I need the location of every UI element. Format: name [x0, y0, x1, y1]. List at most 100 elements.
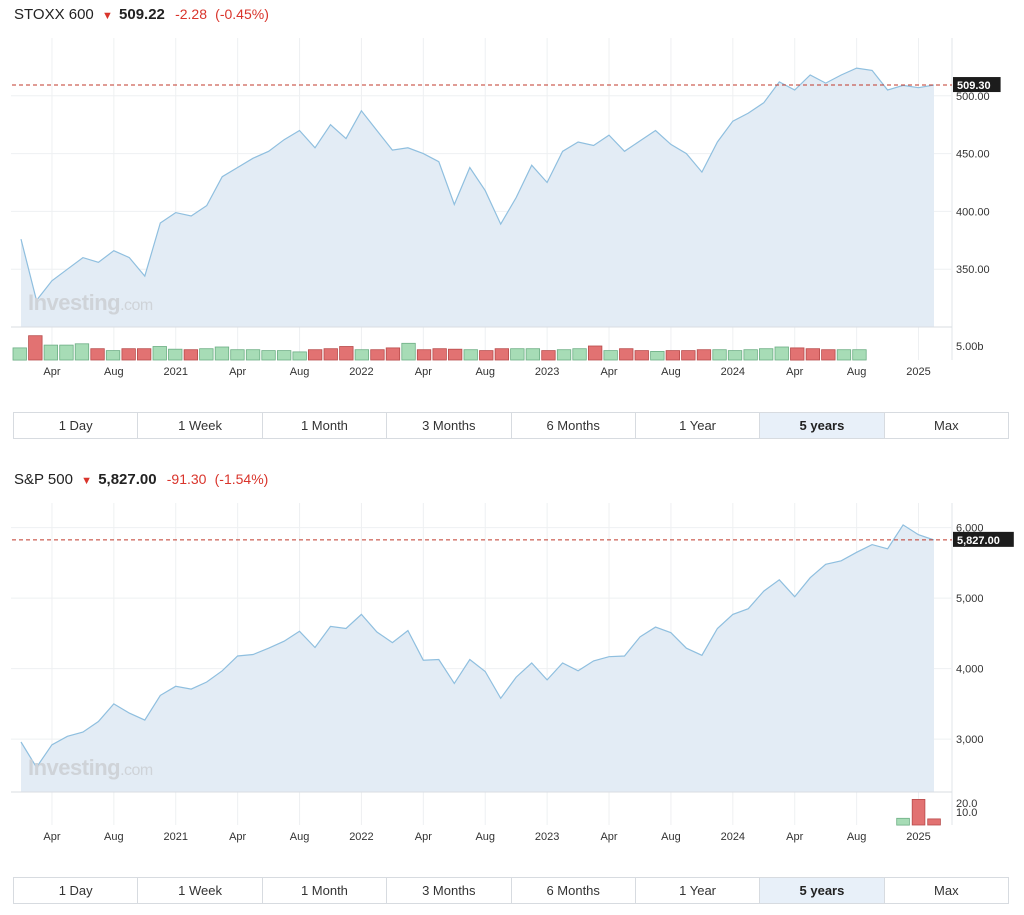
y-tick-label: 400.00	[956, 206, 990, 218]
x-tick-label: Aug	[661, 831, 681, 843]
price-line	[20, 524, 935, 769]
range-3-months-button[interactable]: 3 Months	[387, 878, 512, 903]
volume-bar	[199, 348, 214, 361]
down-arrow-icon: ▼	[81, 475, 93, 487]
instrument-name[interactable]: S&P 500	[14, 471, 73, 488]
last-price-label: 509.30	[957, 80, 991, 92]
volume-bar	[896, 817, 910, 826]
volume-bar	[588, 345, 603, 361]
volume-bar	[28, 335, 43, 361]
volume-bar	[43, 344, 58, 361]
volume-bar	[572, 348, 587, 361]
range-5-years-button[interactable]: 5 years	[760, 878, 885, 903]
volume-bar	[276, 350, 292, 361]
stoxx600-chart[interactable]: 350.00 400.00 450.00 500.00 Apr Aug 2021 Apr Aug…	[0, 30, 1024, 382]
range-6-months-button[interactable]: 6 Months	[511, 413, 636, 438]
volume-bar	[556, 349, 572, 361]
volume-bar	[354, 349, 370, 361]
volume-bar	[603, 350, 618, 361]
volume-bar	[416, 349, 432, 361]
range-6-months-button[interactable]: 6 Months	[511, 878, 636, 903]
volume-bar	[727, 350, 743, 361]
last-price: 5,827.00	[98, 471, 157, 488]
x-tick-label: Apr	[43, 366, 60, 378]
x-tick-label: Apr	[786, 366, 803, 378]
price-line	[20, 67, 935, 302]
x-tick-label: 2022	[349, 366, 373, 378]
x-tick-label: Apr	[229, 366, 246, 378]
x-tick-label: 2024	[721, 831, 745, 843]
volume-bar	[105, 350, 121, 361]
instrument-name[interactable]: STOXX 600	[14, 6, 94, 23]
watermark-suffix: .com	[120, 297, 153, 314]
last-price: 509.22	[119, 6, 165, 23]
volume-bar	[307, 349, 323, 361]
range-max-button[interactable]: Max	[884, 413, 1008, 438]
sp500-chart[interactable]: 3,000 4,000 5,000 6,000 Apr Aug 2021 Apr Aug 2022…	[0, 495, 1024, 847]
volume-bar	[432, 348, 447, 361]
volume-bar	[136, 348, 152, 361]
volume-bar	[805, 348, 820, 361]
y-tick-label: 350.00	[956, 264, 990, 276]
volume-bar	[790, 347, 805, 361]
range-5-years-button[interactable]: 5 years	[760, 413, 885, 438]
volume-bar	[59, 344, 74, 361]
volume-bar	[323, 348, 338, 361]
sp500-panel: S&P 500 ▼ 5,827.00 -91.30 (-1.54%) 3,000…	[0, 465, 1024, 915]
range-1-week-button[interactable]: 1 Week	[138, 413, 263, 438]
x-tick-label: Apr	[600, 831, 617, 843]
volume-axis-label: 10.0	[956, 807, 977, 819]
volume-bar	[836, 349, 852, 361]
range-1-year-button[interactable]: 1 Year	[635, 413, 761, 438]
range-3-months-button[interactable]: 3 Months	[387, 413, 512, 438]
price-area	[21, 68, 934, 327]
sp500-range-selector: 1 Day 1 Week 1 Month 3 Months 6 Months 1…	[13, 877, 1009, 904]
x-tick-label: 2022	[349, 831, 373, 843]
x-tick-label: 2021	[164, 831, 188, 843]
y-tick-label: 4,000	[956, 664, 984, 676]
volume-bar	[463, 349, 478, 361]
volume-axis-label: 5.00b	[956, 341, 984, 353]
range-max-button[interactable]: Max	[884, 878, 1008, 903]
price-change-percent: (-0.45%)	[215, 6, 269, 22]
stoxx600-header: STOXX 600 ▼ 509.22 -2.28 (-0.45%)	[14, 6, 269, 26]
volume-bar	[743, 349, 758, 361]
volume-bar	[619, 348, 634, 361]
x-tick-label: 2023	[535, 366, 559, 378]
volume-axis-label: 20.0	[956, 798, 977, 810]
down-arrow-icon: ▼	[101, 10, 113, 22]
volume-bar	[292, 351, 307, 361]
volume-bar	[541, 350, 556, 361]
volume-bar	[261, 350, 276, 361]
y-tick-label: 5,000	[956, 593, 984, 605]
volume-bar	[447, 348, 463, 361]
x-tick-label: Apr	[43, 831, 60, 843]
x-tick-label: Aug	[104, 366, 124, 378]
last-price-tag	[953, 531, 1014, 547]
volume-bar	[650, 350, 665, 361]
x-tick-label: Aug	[290, 366, 310, 378]
x-tick-label: Aug	[847, 366, 867, 378]
y-tick-label: 6,000	[956, 523, 984, 535]
x-tick-label: 2025	[906, 366, 930, 378]
price-area	[21, 524, 934, 792]
price-change: -91.30	[166, 471, 207, 487]
volume-bar	[370, 349, 385, 361]
range-1-month-button[interactable]: 1 Month	[262, 413, 388, 438]
range-1-week-button[interactable]: 1 Week	[138, 878, 263, 903]
x-tick-label: Aug	[290, 831, 310, 843]
x-tick-label: Aug	[661, 366, 681, 378]
volume-bar	[774, 346, 789, 361]
watermark-suffix: .com	[120, 762, 153, 779]
volume-bar	[12, 347, 27, 361]
range-1-year-button[interactable]: 1 Year	[635, 878, 761, 903]
range-1-month-button[interactable]: 1 Month	[262, 878, 388, 903]
range-1-day-button[interactable]: 1 Day	[14, 878, 139, 903]
range-1-day-button[interactable]: 1 Day	[14, 413, 139, 438]
x-tick-label: 2021	[164, 366, 188, 378]
last-price-label: 5,827.00	[957, 535, 1000, 547]
x-tick-label: 2023	[535, 831, 559, 843]
x-tick-label: Aug	[847, 831, 867, 843]
volume-bar	[385, 347, 401, 361]
x-tick-label: Apr	[786, 831, 803, 843]
